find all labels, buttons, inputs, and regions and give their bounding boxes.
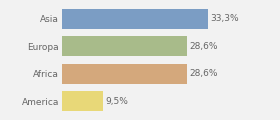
Text: 28,6%: 28,6%: [190, 69, 218, 78]
Text: 33,3%: 33,3%: [210, 14, 239, 23]
Text: 9,5%: 9,5%: [106, 97, 129, 106]
Text: 28,6%: 28,6%: [190, 42, 218, 51]
Bar: [62, 36, 187, 56]
Bar: [62, 91, 103, 111]
Bar: [62, 9, 208, 29]
Bar: [62, 64, 187, 84]
